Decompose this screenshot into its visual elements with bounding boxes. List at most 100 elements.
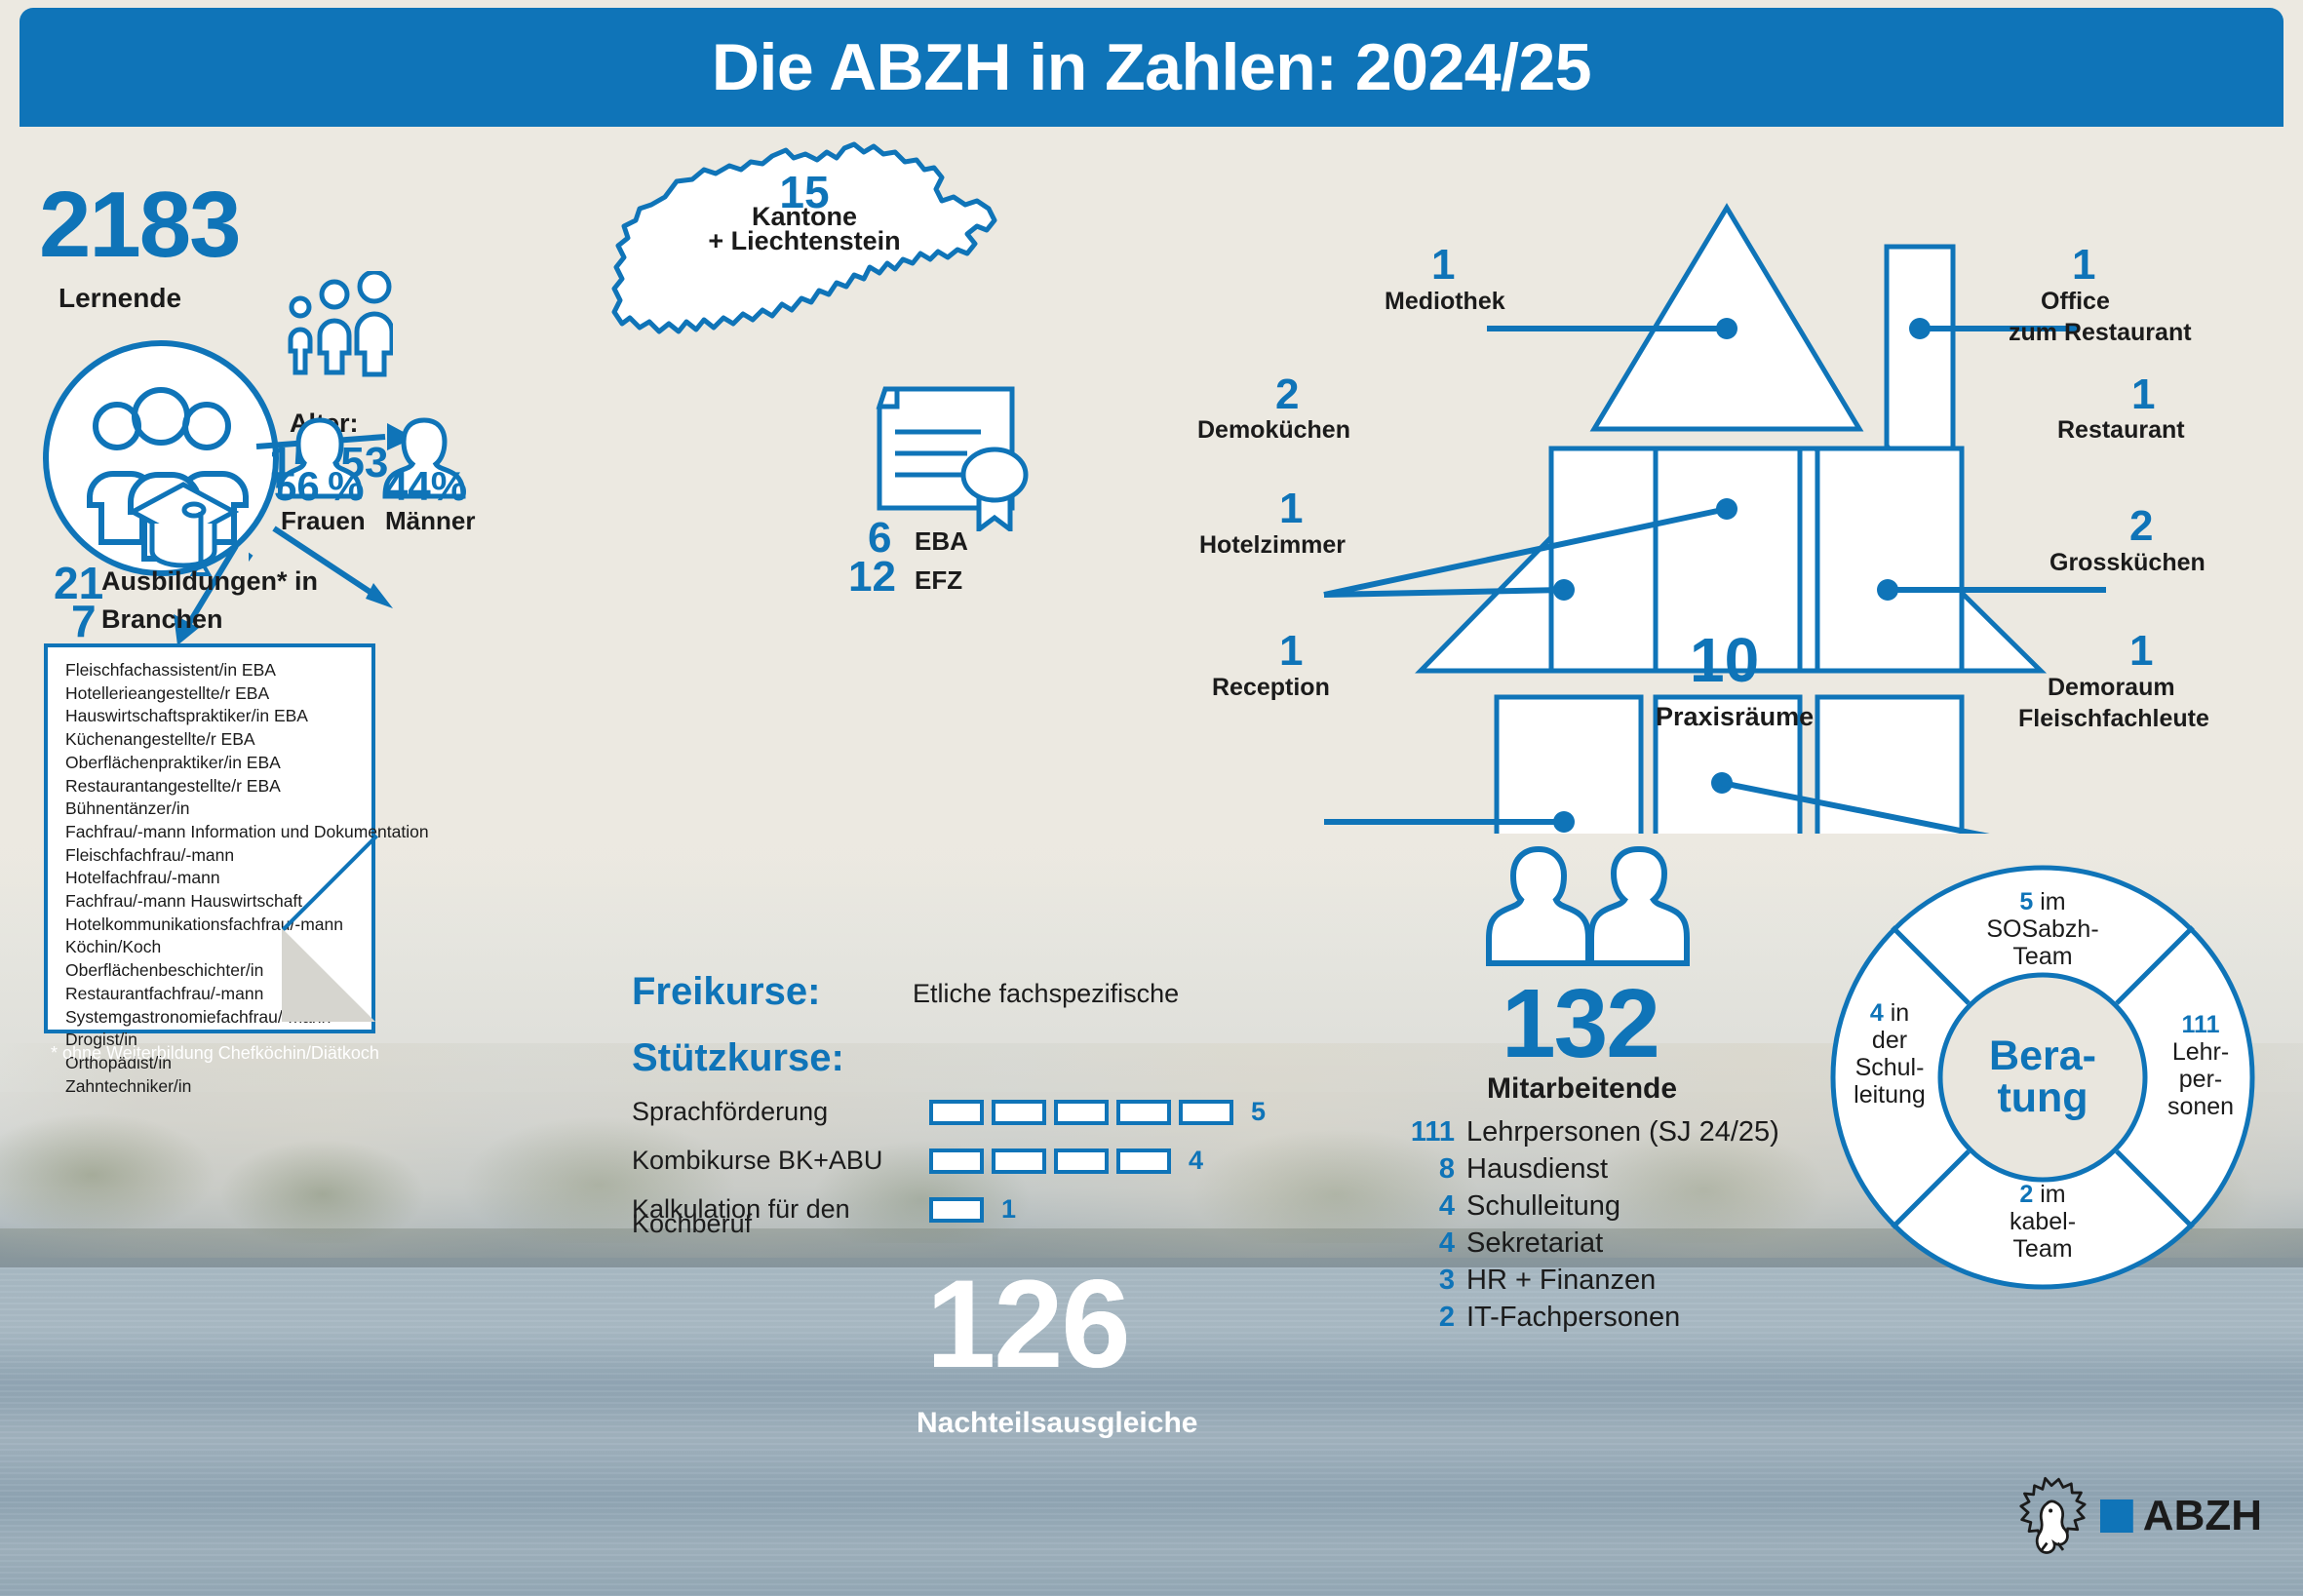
lion-crest-icon [2019, 1476, 2087, 1554]
count-box [992, 1099, 1046, 1125]
photo-water [0, 1267, 2303, 1596]
freikurse-title: Freikurse: [632, 970, 821, 1013]
staff-row-count: 3 [1438, 1265, 1455, 1296]
praxisraeume-count: 10 [1690, 625, 1760, 695]
nachteilsausgleiche-label: Nachteilsausgleiche [917, 1407, 1198, 1439]
male-bust-icon [382, 417, 466, 499]
staff-row-count: 4 [1438, 1190, 1455, 1222]
profession-list-item: Küchenangestellte/r EBA [65, 729, 255, 750]
staff-count: 132 [1502, 969, 1660, 1078]
abzh-logo: ABZH [2018, 1462, 2262, 1570]
counselling-center-label: Bera- tung [1940, 975, 2145, 1180]
eba-label: EBA [915, 526, 968, 556]
house-count-mediothek: 1 [1431, 241, 1456, 289]
staff-row-label: IT-Fachpersonen [1466, 1302, 1681, 1333]
staff-row: 4 Sekretariat [1385, 1227, 1794, 1260]
segment-text-2: SOSabzh- [1986, 915, 2099, 943]
cantons-count: 15 [779, 167, 830, 217]
staff-row-count: 4 [1438, 1227, 1455, 1259]
house-count-office: 1 [2072, 241, 2096, 289]
profession-list-item: Fachfrau/-mann Hauswirtschaft [65, 891, 303, 912]
profession-list-item: Oberflächenpraktiker/in EBA [65, 752, 281, 772]
header-bar: Die ABZH in Zahlen: 2024/25 [20, 8, 2283, 127]
stuetzkurs-count: 5 [1251, 1097, 1267, 1126]
staff-row-count: 111 [1410, 1116, 1455, 1148]
segment-text-1: im [2040, 888, 2066, 915]
stuetzkurs-boxes [929, 1148, 1171, 1174]
house-label-demoraum-2: Fleischfachleute [2018, 705, 2209, 732]
staff-breakdown-list: 111 Lehrpersonen (SJ 24/25) 8 Hausdienst 4 Sc… [1385, 1116, 1794, 1339]
cantons-label: Kantone [752, 202, 857, 231]
trainings-label: Ausbildungen* in [101, 566, 318, 596]
staff-row-count: 8 [1438, 1153, 1455, 1185]
branches-label: Branchen [101, 604, 223, 634]
professions-card: Fleischfachassistent/in EBA Hotellerieang… [44, 643, 429, 1096]
segment-count: 2 [2019, 1181, 2034, 1208]
stuetzkurse-title: Stützkurse: [632, 1036, 844, 1079]
staff-row-count: 2 [1438, 1302, 1455, 1333]
certificate-icon [876, 386, 1029, 531]
staff-row: 8 Hausdienst [1385, 1153, 1794, 1186]
profession-list-item: Restaurantfachfrau/-mann [65, 983, 264, 1003]
counselling-wheel-shape [1830, 865, 2255, 1290]
segment-count: 5 [2019, 888, 2034, 915]
segment-text-2: per- [2178, 1066, 2223, 1093]
men-label: Männer [385, 506, 476, 535]
stuetzkurs-boxes [929, 1099, 1233, 1125]
segment-text-1: Lehr- [2171, 1038, 2230, 1066]
profession-list-item: Bühnentänzer/in [65, 798, 190, 819]
segment-text-1: in [1890, 999, 1910, 1027]
house-label-office-2: zum Restaurant [2009, 319, 2192, 346]
freikurse-value: Etliche fachspezifische [913, 979, 1180, 1008]
efz-count: 12 [848, 553, 896, 601]
stuetzkurs-count: 4 [1189, 1146, 1204, 1175]
profession-list-item: Orthopädist/in [65, 1052, 172, 1072]
house-count-grosskuechen: 2 [2129, 502, 2154, 550]
branches-count: 7 [71, 596, 97, 646]
photo-water-glare [0, 1267, 2303, 1404]
house-count-demokuechen: 2 [1275, 370, 1300, 418]
staff-row-label: HR + Finanzen [1466, 1265, 1657, 1296]
eba-count: 6 [868, 514, 892, 562]
segment-text-3: Schul- [1854, 1054, 1925, 1081]
count-box [929, 1099, 984, 1125]
stuetzkurs-row-kombikurse: Kombikurse BK+ABU 4 [632, 1146, 1203, 1176]
stuetzkurs-row-sprachfoerderung: Sprachförderung 5 [632, 1097, 1266, 1127]
segment-text-2: kabel- [2009, 1208, 2077, 1235]
house-label-mediothek: Mediothek [1385, 288, 1505, 315]
house-label-grosskuechen: Grossküchen [2049, 549, 2205, 576]
card-fold-corner [282, 928, 375, 1022]
stuetzkurs-name: Kombikurse BK+ABU [632, 1146, 883, 1175]
house-label-demokuechen: Demoküchen [1197, 416, 1350, 444]
staff-row-label: Lehrpersonen (SJ 24/25) [1466, 1116, 1779, 1148]
counselling-segment-sosabzh: 5 im SOSabzh- Team [1940, 888, 2145, 970]
stuetzkurs-row-kalkulation: Kalkulation für den 1 [632, 1194, 1016, 1225]
staff-row-label: Hausdienst [1466, 1153, 1609, 1185]
profession-list-item: Köchin/Koch [65, 937, 162, 957]
staff-label: Mitarbeitende [1487, 1072, 1678, 1105]
count-box [929, 1148, 984, 1174]
learners-label: Lernende [59, 283, 182, 313]
house-label-demoraum: Demoraum [2048, 674, 2175, 701]
count-box [1054, 1099, 1109, 1125]
efz-label: EFZ [915, 565, 963, 595]
staff-row: 3 HR + Finanzen [1385, 1265, 1794, 1297]
house-label-office: Office [2041, 288, 2110, 315]
staff-people-icon [1486, 845, 1690, 966]
counselling-center-line2: tung [1997, 1074, 2088, 1121]
profession-list-item: Oberflächenbeschichter/in [65, 960, 264, 981]
women-label: Frauen [281, 506, 366, 535]
graduation-arrow [174, 546, 239, 645]
house-count-reception: 1 [1279, 627, 1304, 675]
house-count-restaurant: 1 [2131, 370, 2156, 418]
staff-row-label: Schulleitung [1466, 1190, 1620, 1222]
cantons-label-2: + Liechtenstein [708, 226, 901, 255]
stuetzkurs-name-line2: Kochberuf [632, 1209, 753, 1238]
segment-text-3: Team [2012, 1235, 2073, 1263]
trainings-count: 21 [54, 558, 104, 608]
women-percentage: 56 % [274, 463, 365, 509]
switzerland-map-icon [611, 141, 997, 334]
segment-text-4: leitung [1854, 1081, 1926, 1109]
profession-list-item: Hotelkommunikationsfachfrau/-mann [65, 914, 343, 934]
